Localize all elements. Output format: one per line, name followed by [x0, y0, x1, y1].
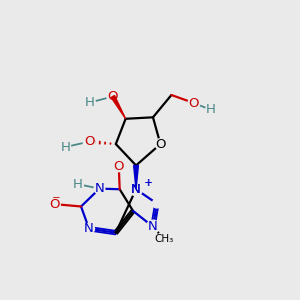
- Text: H: H: [206, 103, 216, 116]
- Text: O: O: [113, 160, 124, 173]
- Circle shape: [206, 104, 216, 115]
- Text: H: H: [60, 140, 70, 154]
- Circle shape: [84, 224, 94, 234]
- Circle shape: [155, 139, 166, 149]
- Text: H: H: [85, 96, 95, 109]
- Text: O: O: [49, 198, 59, 211]
- Circle shape: [146, 220, 160, 233]
- Polygon shape: [134, 166, 138, 189]
- Circle shape: [157, 232, 172, 247]
- Text: O: O: [189, 97, 199, 110]
- Text: N: N: [84, 222, 94, 235]
- Text: +: +: [144, 178, 152, 188]
- Circle shape: [83, 136, 95, 148]
- Circle shape: [48, 198, 60, 210]
- Circle shape: [94, 183, 105, 194]
- Text: N: N: [148, 220, 158, 233]
- Text: H: H: [73, 178, 83, 191]
- Circle shape: [152, 199, 161, 208]
- Circle shape: [60, 142, 70, 152]
- Circle shape: [85, 97, 95, 108]
- Circle shape: [188, 97, 200, 109]
- Circle shape: [107, 91, 119, 102]
- Text: O: O: [84, 135, 94, 148]
- Circle shape: [130, 183, 142, 196]
- Circle shape: [73, 179, 83, 190]
- Text: CH₃: CH₃: [154, 234, 174, 244]
- Text: O: O: [108, 90, 118, 103]
- Text: +: +: [145, 178, 152, 188]
- Text: N: N: [131, 183, 141, 196]
- Circle shape: [113, 161, 124, 172]
- Text: −: −: [51, 193, 60, 202]
- Polygon shape: [111, 95, 126, 119]
- Text: O: O: [155, 138, 166, 151]
- Text: N: N: [94, 182, 104, 195]
- Text: N: N: [131, 183, 141, 196]
